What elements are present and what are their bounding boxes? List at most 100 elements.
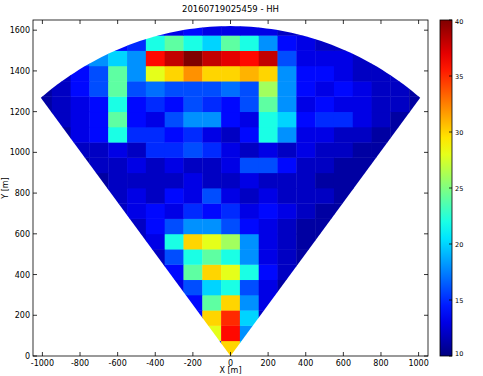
cell [71,310,90,326]
cell [108,51,127,67]
x-tick [305,20,306,24]
cell [372,51,391,67]
cell [409,310,428,326]
cell [315,35,334,51]
cell [334,203,353,219]
cell [52,142,71,158]
cell [52,295,71,311]
cell [372,280,391,296]
cell [390,51,409,67]
cell [315,173,334,189]
cell [202,173,221,189]
cell [183,112,202,128]
cell [183,295,202,311]
cell [221,264,240,280]
cell [259,96,278,112]
cell [146,264,165,280]
cell [296,127,315,143]
cell [108,295,127,311]
cell [71,66,90,82]
cell [315,188,334,204]
cell [240,310,259,326]
x-tick [230,20,231,24]
cell [108,280,127,296]
y-tick [424,152,428,153]
colorbar-tick-label: 15 [455,297,463,305]
x-tick [155,20,156,24]
cell [52,234,71,250]
cell [409,295,428,311]
cell [353,127,372,143]
cell [183,157,202,173]
cell [89,66,108,82]
cell [146,81,165,97]
x-tick [42,352,43,356]
cell [221,203,240,219]
y-tick-label: 1600 [10,26,30,35]
cell [372,81,391,97]
cell [372,341,391,356]
cell [71,219,90,235]
cell [296,295,315,311]
cell [108,188,127,204]
cell [315,295,334,311]
cell [296,81,315,97]
cell [52,35,71,51]
cell [108,157,127,173]
cell [183,20,202,36]
cell [89,142,108,158]
cell [33,157,52,173]
cell [33,341,52,356]
cell [334,173,353,189]
cell [315,234,334,250]
cell [409,142,428,158]
cell [259,35,278,51]
cell [71,112,90,128]
cell [259,234,278,250]
colorbar-tick-label: 25 [455,185,463,193]
cell [108,173,127,189]
x-tick-label: 200 [260,359,275,368]
cell [353,234,372,250]
cell [278,341,297,356]
cell [409,127,428,143]
cell [353,249,372,265]
cell [240,81,259,97]
cell [52,280,71,296]
cell [372,264,391,280]
cell [202,341,221,356]
cell [89,234,108,250]
cell [202,264,221,280]
y-tick-label: 0 [25,352,30,361]
cell [334,249,353,265]
cell [183,264,202,280]
cell [165,264,184,280]
cell [296,20,315,36]
cell [52,325,71,341]
cell [146,234,165,250]
cell [390,234,409,250]
y-tick-label: 1200 [10,108,30,117]
cell [183,249,202,265]
cell [165,234,184,250]
cell [221,96,240,112]
cell [127,20,146,36]
cell [33,280,52,296]
cell [165,127,184,143]
cell [127,203,146,219]
x-tick-label: 400 [298,359,313,368]
cell [409,234,428,250]
cell [146,35,165,51]
cell [334,142,353,158]
cell [296,157,315,173]
cell [409,341,428,356]
cell [146,249,165,265]
cell [165,341,184,356]
cell [259,173,278,189]
cell [108,127,127,143]
cell [334,341,353,356]
cell [165,280,184,296]
cell [296,341,315,356]
cell [127,142,146,158]
cell [315,66,334,82]
